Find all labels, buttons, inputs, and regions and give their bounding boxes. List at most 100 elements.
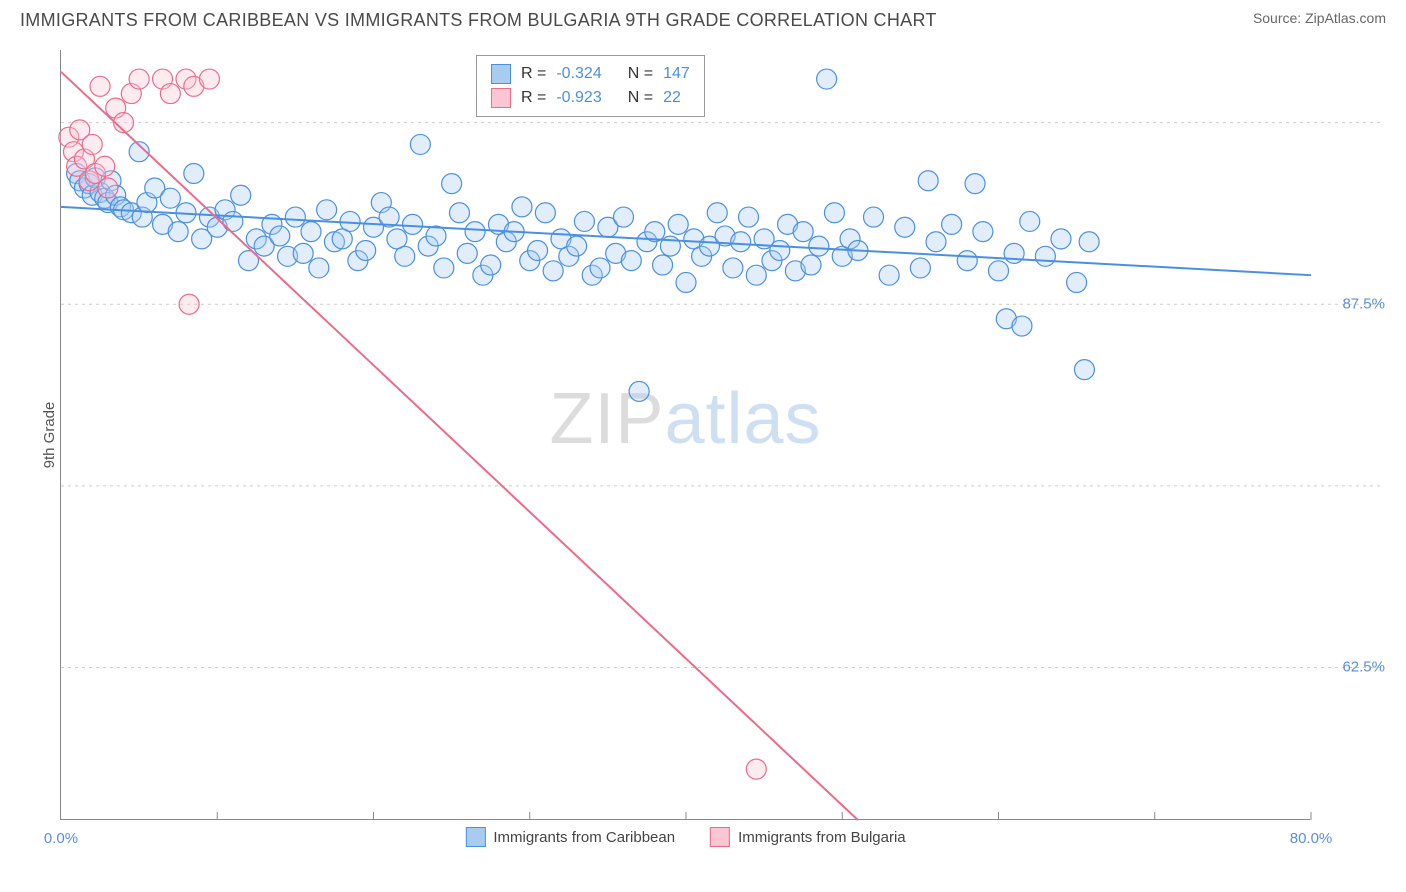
scatter-point (82, 134, 102, 154)
scatter-point (910, 258, 930, 278)
scatter-point (410, 134, 430, 154)
scatter-point (231, 185, 251, 205)
scatter-point (309, 258, 329, 278)
scatter-point (285, 207, 305, 227)
scatter-point (168, 222, 188, 242)
scatter-point (746, 265, 766, 285)
scatter-point (512, 197, 532, 217)
bottom-legend-label: Immigrants from Caribbean (493, 829, 675, 846)
scatter-point (270, 226, 290, 246)
scatter-point (481, 255, 501, 275)
scatter-point (1020, 211, 1040, 231)
plot-area: ZIPatlas R = -0.324 N = 147 R = -0.923 N… (60, 50, 1310, 820)
legend-box: R = -0.324 N = 147 R = -0.923 N = 22 (476, 55, 705, 117)
scatter-point (543, 261, 563, 281)
bottom-legend-bulgaria: Immigrants from Bulgaria (710, 827, 906, 847)
scatter-point (895, 217, 915, 237)
scatter-point (1035, 246, 1055, 266)
legend-swatch-caribbean (491, 64, 511, 84)
scatter-point (449, 203, 469, 223)
bottom-swatch-caribbean (465, 827, 485, 847)
legend-r-label: R = (521, 65, 546, 83)
scatter-point (301, 222, 321, 242)
scatter-point (179, 294, 199, 314)
scatter-point (1004, 243, 1024, 263)
scatter-point (989, 261, 1009, 281)
scatter-point (223, 211, 243, 231)
scatter-point (668, 214, 688, 234)
scatter-point (160, 84, 180, 104)
bottom-legend-caribbean: Immigrants from Caribbean (465, 827, 675, 847)
scatter-point (793, 222, 813, 242)
scatter-points (59, 69, 1099, 779)
header: IMMIGRANTS FROM CARIBBEAN VS IMMIGRANTS … (0, 0, 1406, 36)
scatter-point (457, 243, 477, 263)
scatter-point (129, 69, 149, 89)
scatter-point (356, 240, 376, 260)
scatter-point (809, 236, 829, 256)
scatter-point (1074, 360, 1094, 380)
scatter-point (824, 203, 844, 223)
scatter-point (426, 226, 446, 246)
scatter-point (676, 272, 696, 292)
legend-r-value: -0.923 (556, 89, 601, 107)
scatter-point (293, 243, 313, 263)
scatter-point (723, 258, 743, 278)
x-tick-label: 0.0% (44, 830, 78, 847)
scatter-point (199, 69, 219, 89)
bottom-legend-label: Immigrants from Bulgaria (738, 829, 906, 846)
legend-row-bulgaria: R = -0.923 N = 22 (491, 86, 690, 110)
scatter-point (926, 232, 946, 252)
chart-title: IMMIGRANTS FROM CARIBBEAN VS IMMIGRANTS … (20, 10, 937, 31)
bottom-swatch-bulgaria (710, 827, 730, 847)
legend-n-value: 147 (663, 65, 690, 83)
legend-r-label: R = (521, 89, 546, 107)
scatter-point (879, 265, 899, 285)
source-attribution: Source: ZipAtlas.com (1253, 10, 1386, 26)
scatter-point (1079, 232, 1099, 252)
bottom-legend: Immigrants from Caribbean Immigrants fro… (465, 827, 905, 847)
scatter-point (90, 76, 110, 96)
scatter-point (965, 174, 985, 194)
trend-lines (61, 72, 1311, 820)
scatter-point (942, 214, 962, 234)
scatter-point (1051, 229, 1071, 249)
plot-svg (61, 50, 1311, 820)
scatter-point (707, 203, 727, 223)
scatter-point (629, 381, 649, 401)
scatter-point (528, 240, 548, 260)
y-tick-label: 87.5% (1315, 296, 1385, 313)
scatter-point (614, 207, 634, 227)
chart-container: ZIPatlas R = -0.324 N = 147 R = -0.923 N… (60, 50, 1390, 845)
scatter-point (864, 207, 884, 227)
scatter-point (160, 188, 180, 208)
scatter-point (957, 251, 977, 271)
scatter-point (801, 255, 821, 275)
scatter-point (465, 222, 485, 242)
scatter-point (434, 258, 454, 278)
y-tick-label: 62.5% (1315, 659, 1385, 676)
scatter-point (95, 156, 115, 176)
scatter-point (395, 246, 415, 266)
legend-n-label: N = (628, 89, 653, 107)
x-tick-label: 80.0% (1290, 830, 1333, 847)
legend-r-value: -0.324 (556, 65, 601, 83)
scatter-point (184, 163, 204, 183)
scatter-point (442, 174, 462, 194)
scatter-point (918, 171, 938, 191)
legend-swatch-bulgaria (491, 88, 511, 108)
scatter-point (1012, 316, 1032, 336)
scatter-point (621, 251, 641, 271)
scatter-point (973, 222, 993, 242)
scatter-point (535, 203, 555, 223)
scatter-point (567, 236, 587, 256)
scatter-point (403, 214, 423, 234)
legend-n-label: N = (628, 65, 653, 83)
scatter-point (574, 211, 594, 231)
scatter-point (590, 258, 610, 278)
scatter-point (317, 200, 337, 220)
scatter-point (746, 759, 766, 779)
y-axis-label: 9th Grade (41, 401, 58, 468)
scatter-point (653, 255, 673, 275)
scatter-point (770, 240, 790, 260)
